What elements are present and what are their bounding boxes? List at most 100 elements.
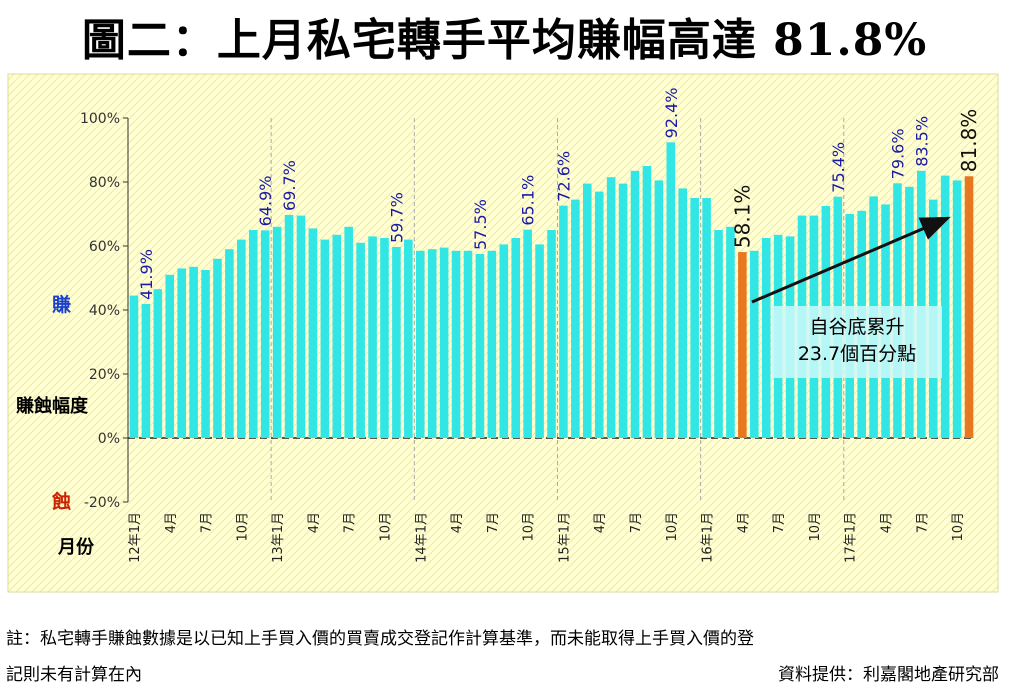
data-label: 64.9%: [256, 175, 275, 226]
x-tick-label: 7月: [486, 512, 501, 533]
y-tick-label: 100%: [80, 111, 120, 127]
bar: [571, 199, 580, 438]
bar: [153, 289, 163, 438]
bar: [666, 142, 676, 438]
x-tick-label: 7月: [772, 512, 787, 533]
data-label: 58.1%: [730, 185, 754, 249]
bar: [952, 180, 962, 438]
bar: [535, 244, 544, 438]
bar: [630, 170, 640, 439]
x-tick-label: 14年1月: [414, 512, 429, 563]
y-label-mid: 賺蝕幅度: [16, 395, 89, 417]
bar: [940, 175, 950, 438]
x-tick-label: 15年1月: [557, 512, 572, 563]
annotation-line1: 自谷底累升: [809, 316, 904, 338]
y-tick-label: 20%: [89, 367, 120, 383]
bar: [248, 230, 258, 438]
bar: [356, 242, 365, 438]
x-tick-label: 4月: [736, 512, 751, 533]
bar: [308, 228, 318, 438]
bar: [714, 230, 723, 438]
bar: [320, 239, 330, 438]
bar: [487, 250, 497, 438]
x-tick-label: 16年1月: [701, 512, 716, 563]
data-label: 81.8%: [957, 109, 981, 173]
bar: [606, 177, 616, 438]
bar: [284, 214, 294, 438]
bar: [439, 247, 449, 438]
bar: [750, 250, 759, 438]
x-tick-label: 7月: [200, 512, 215, 533]
data-label: 92.4%: [662, 87, 681, 138]
x-tick-label: 4月: [307, 512, 322, 533]
footnote-line1: 註：私宅轉手賺蝕數據是以已知上手買入價的買賣成交登記作計算基準，而未能取得上手買…: [6, 629, 754, 649]
bar: [332, 234, 342, 438]
y-tick-label: 60%: [89, 239, 120, 255]
x-tick-label: 10月: [951, 512, 966, 542]
bar: [917, 170, 926, 439]
bar: [368, 236, 377, 438]
x-tick-label: 10月: [378, 512, 393, 542]
chart-title: 圖二：上月私宅轉手平均賺幅高達 81.8%: [81, 15, 928, 66]
data-label: 69.7%: [280, 160, 299, 211]
trend-arrow: [751, 216, 951, 304]
bar: [296, 215, 306, 438]
bar: [654, 180, 664, 438]
bar: [225, 249, 234, 438]
bar: [451, 250, 461, 438]
bar: [594, 191, 604, 438]
x-tick-label: 10月: [665, 512, 680, 542]
x-tick-label: 10月: [808, 512, 823, 542]
x-tick-label: 4月: [450, 512, 465, 533]
y-tick-label: -20%: [84, 495, 120, 511]
footnote-line2: 記則未有計算在內: [6, 665, 142, 685]
bar: [415, 250, 425, 438]
bar: [690, 198, 699, 438]
y-label-gain: 賺: [52, 293, 71, 316]
source-credit: 資料提供：利嘉閣地產研究部: [778, 665, 999, 685]
data-label: 75.4%: [829, 142, 848, 193]
bar: [129, 295, 139, 438]
bar: [237, 239, 246, 438]
bar: [642, 166, 652, 438]
data-label: 83.5%: [912, 116, 931, 167]
bar: [738, 252, 747, 438]
bar: [761, 238, 771, 438]
bar-chart: 100% 80% 60% 40% 20% 0% -20% 12年1月 4月 7月 10月 13年1月…: [7, 73, 999, 593]
bar: [964, 176, 974, 439]
data-label: 79.6%: [888, 128, 907, 179]
bar: [726, 226, 735, 438]
bar: [272, 226, 282, 438]
x-tick-label: 7月: [343, 512, 358, 533]
y-tick-label: 40%: [89, 303, 120, 319]
x-tick-label: 7月: [629, 512, 644, 533]
bar: [511, 238, 521, 438]
y-tick-label: 0%: [98, 431, 120, 447]
bar: [559, 205, 568, 438]
bar: [404, 239, 413, 438]
bar: [392, 246, 401, 438]
data-label: 72.6%: [554, 151, 573, 202]
bar: [165, 274, 175, 438]
x-tick-label: 4月: [593, 512, 608, 533]
x-tick-label: 17年1月: [844, 512, 859, 563]
bar: [523, 229, 532, 438]
x-tick-label: 10月: [235, 512, 250, 542]
bar: [380, 238, 389, 438]
bar: [582, 183, 592, 438]
bar: [201, 270, 210, 438]
x-tick-label: 13年1月: [271, 512, 286, 563]
x-axis-label: 月份: [57, 536, 95, 558]
y-tick-label: 80%: [89, 175, 120, 191]
bar: [213, 258, 222, 438]
bar: [499, 244, 509, 438]
bar: [618, 183, 628, 438]
bar: [260, 230, 270, 438]
data-label: 59.7%: [387, 192, 406, 243]
x-tick-label: 4月: [880, 512, 895, 533]
bar: [702, 198, 711, 438]
data-label: 65.1%: [519, 175, 538, 226]
bar: [177, 268, 186, 438]
bar: [475, 254, 485, 438]
annotation-box: [772, 306, 942, 378]
